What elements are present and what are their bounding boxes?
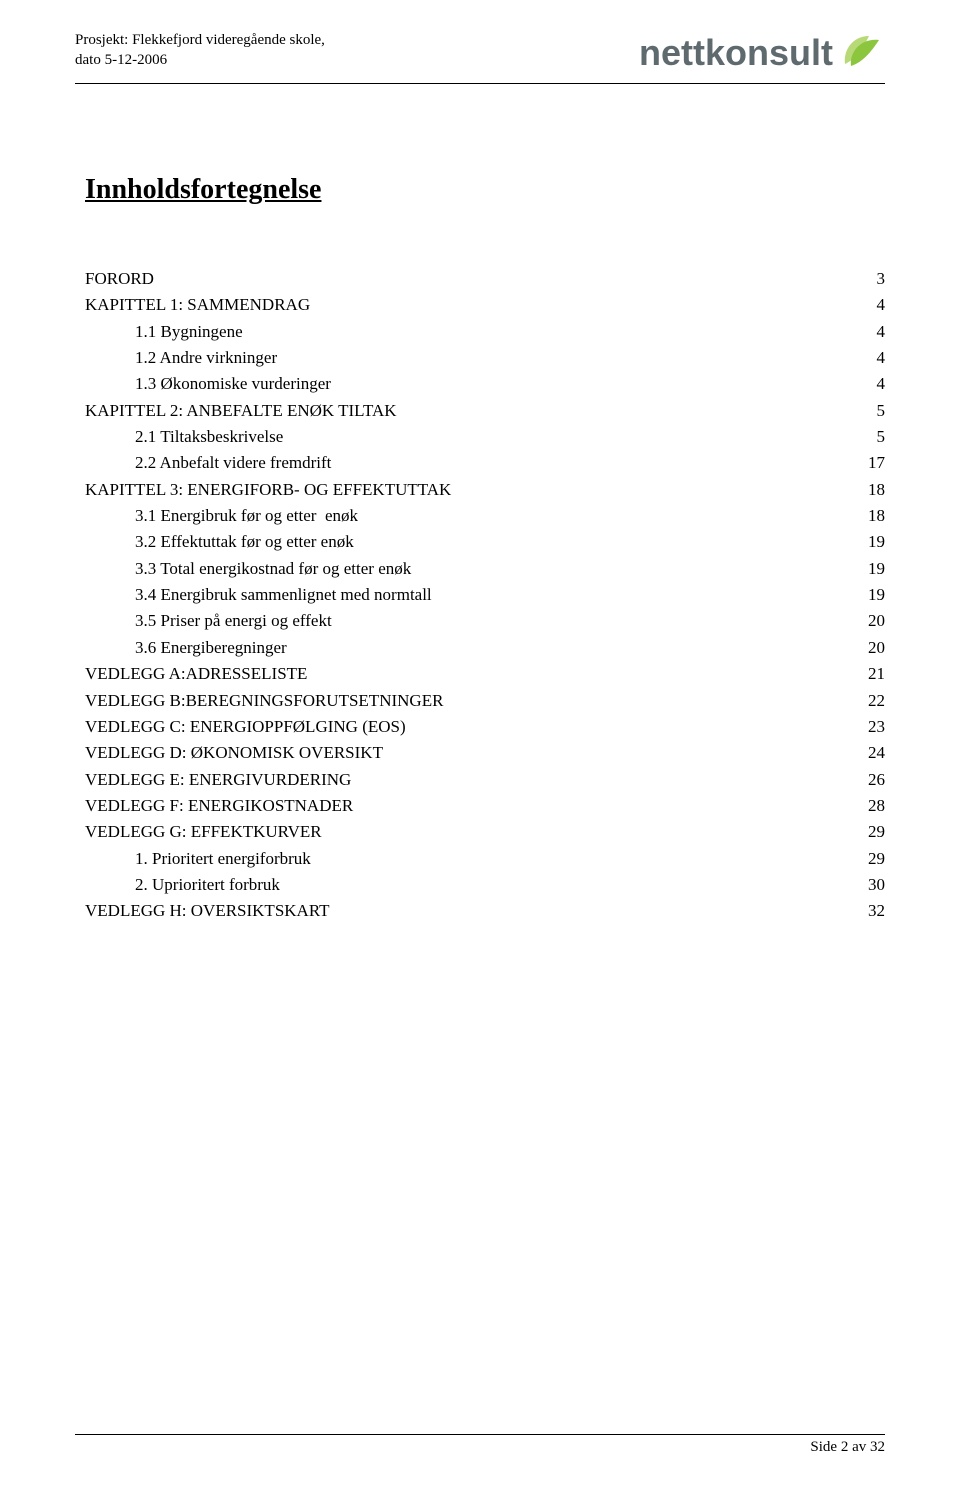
toc-row: 2.2 Anbefalt videre fremdrift 17	[85, 450, 885, 476]
toc-row: 3.6 Energiberegninger 20	[85, 635, 885, 661]
toc-label: VEDLEGG C: ENERGIOPPFØLGING (EOS)	[85, 714, 406, 740]
toc-row: 3.1 Energibruk før og etter enøk 18	[85, 503, 885, 529]
toc-page-number: 20	[855, 608, 885, 634]
toc-page-number: 24	[855, 740, 885, 766]
toc-page-number: 4	[855, 319, 885, 345]
toc-row: FORORD 3	[85, 266, 885, 292]
toc-label: VEDLEGG A:ADRESSELISTE	[85, 661, 307, 687]
toc-label: VEDLEGG D: ØKONOMISK OVERSIKT	[85, 740, 383, 766]
toc-label: 1.1 Bygningene	[85, 319, 243, 345]
toc-page-number: 20	[855, 635, 885, 661]
header-divider	[75, 83, 885, 84]
toc-label: 1.2 Andre virkninger	[85, 345, 277, 371]
toc-label: 3.3 Total energikostnad før og etter enø…	[85, 556, 411, 582]
toc-label: FORORD	[85, 266, 154, 292]
toc-page-number: 19	[855, 556, 885, 582]
toc-row: 2. Uprioritert forbruk 30	[85, 872, 885, 898]
toc-label: KAPITTEL 1: SAMMENDRAG	[85, 292, 310, 318]
toc-page-number: 4	[855, 292, 885, 318]
toc-row: VEDLEGG F: ENERGIKOSTNADER 28	[85, 793, 885, 819]
toc-row: VEDLEGG G: EFFEKTKURVER 29	[85, 819, 885, 845]
toc-page-number: 21	[855, 661, 885, 687]
toc-row: KAPITTEL 1: SAMMENDRAG 4	[85, 292, 885, 318]
toc-row: 3.4 Energibruk sammenlignet med normtall…	[85, 582, 885, 608]
toc-page-number: 29	[855, 819, 885, 845]
toc-row: 3.5 Priser på energi og effekt 20	[85, 608, 885, 634]
toc-page-number: 18	[855, 503, 885, 529]
toc-page-number: 17	[855, 450, 885, 476]
toc-label: VEDLEGG H: OVERSIKTSKART	[85, 898, 330, 924]
project-info: Prosjekt: Flekkefjord videregående skole…	[75, 30, 325, 71]
footer-divider	[75, 1434, 885, 1435]
toc-row: VEDLEGG C: ENERGIOPPFØLGING (EOS) 23	[85, 714, 885, 740]
toc-row: VEDLEGG A:ADRESSELISTE 21	[85, 661, 885, 687]
toc-page-number: 3	[855, 266, 885, 292]
toc-label: KAPITTEL 3: ENERGIFORB- OG EFFEKTUTTAK	[85, 477, 451, 503]
toc-label: 3.1 Energibruk før og etter enøk	[85, 503, 358, 529]
toc-page-number: 28	[855, 793, 885, 819]
toc-label: 3.6 Energiberegninger	[85, 635, 287, 661]
toc-row: VEDLEGG E: ENERGIVURDERING 26	[85, 767, 885, 793]
toc-row: KAPITTEL 3: ENERGIFORB- OG EFFEKTUTTAK 18	[85, 477, 885, 503]
toc-label: 3.2 Effektuttak før og etter enøk	[85, 529, 354, 555]
toc-page-number: 32	[855, 898, 885, 924]
toc-page-number: 29	[855, 846, 885, 872]
project-line-1: Prosjekt: Flekkefjord videregående skole…	[75, 30, 325, 50]
toc-label: 2.1 Tiltaksbeskrivelse	[85, 424, 283, 450]
toc-label: 2. Uprioritert forbruk	[85, 872, 280, 898]
toc-page-number: 30	[855, 872, 885, 898]
toc-label: 1.3 Økonomiske vurderinger	[85, 371, 331, 397]
toc-page-number: 5	[855, 424, 885, 450]
toc-label: VEDLEGG F: ENERGIKOSTNADER	[85, 793, 353, 819]
toc-label: VEDLEGG B:BEREGNINGSFORUTSETNINGER	[85, 688, 443, 714]
toc-label: VEDLEGG G: EFFEKTKURVER	[85, 819, 322, 845]
toc-label: 1. Prioritert energiforbruk	[85, 846, 311, 872]
toc-row: VEDLEGG B:BEREGNINGSFORUTSETNINGER 22	[85, 688, 885, 714]
toc-page-number: 26	[855, 767, 885, 793]
toc-row: 3.2 Effektuttak før og etter enøk 19	[85, 529, 885, 555]
toc-label: 3.4 Energibruk sammenlignet med normtall	[85, 582, 432, 608]
toc-row: 1.3 Økonomiske vurderinger 4	[85, 371, 885, 397]
toc-row: VEDLEGG H: OVERSIKTSKART 32	[85, 898, 885, 924]
toc-row: KAPITTEL 2: ANBEFALTE ENØK TILTAK 5	[85, 398, 885, 424]
toc-page-number: 19	[855, 582, 885, 608]
logo-text: nettkonsult	[639, 32, 833, 74]
toc-label: KAPITTEL 2: ANBEFALTE ENØK TILTAK	[85, 398, 397, 424]
toc-page-number: 4	[855, 371, 885, 397]
page-header: Prosjekt: Flekkefjord videregående skole…	[75, 30, 885, 75]
leaf-icon	[839, 30, 885, 75]
toc-label: 2.2 Anbefalt videre fremdrift	[85, 450, 331, 476]
toc-label: VEDLEGG E: ENERGIVURDERING	[85, 767, 351, 793]
toc-label: 3.5 Priser på energi og effekt	[85, 608, 332, 634]
toc-page-number: 18	[855, 477, 885, 503]
toc-row: 2.1 Tiltaksbeskrivelse 5	[85, 424, 885, 450]
page-footer: Side 2 av 32	[75, 1434, 885, 1456]
toc-page-number: 4	[855, 345, 885, 371]
toc-page-number: 22	[855, 688, 885, 714]
toc-row: 3.3 Total energikostnad før og etter enø…	[85, 556, 885, 582]
page: Prosjekt: Flekkefjord videregående skole…	[0, 0, 960, 1496]
logo: nettkonsult	[639, 30, 885, 75]
page-number: Side 2 av 32	[75, 1439, 885, 1456]
project-line-2: dato 5-12-2006	[75, 50, 325, 70]
toc-row: 1.1 Bygningene 4	[85, 319, 885, 345]
toc-row: VEDLEGG D: ØKONOMISK OVERSIKT 24	[85, 740, 885, 766]
page-title: Innholdsfortegnelse	[85, 174, 885, 206]
toc-page-number: 23	[855, 714, 885, 740]
table-of-contents: FORORD3KAPITTEL 1: SAMMENDRAG41.1 Bygnin…	[85, 266, 885, 925]
toc-page-number: 5	[855, 398, 885, 424]
toc-page-number: 19	[855, 529, 885, 555]
toc-row: 1. Prioritert energiforbruk 29	[85, 846, 885, 872]
toc-row: 1.2 Andre virkninger 4	[85, 345, 885, 371]
